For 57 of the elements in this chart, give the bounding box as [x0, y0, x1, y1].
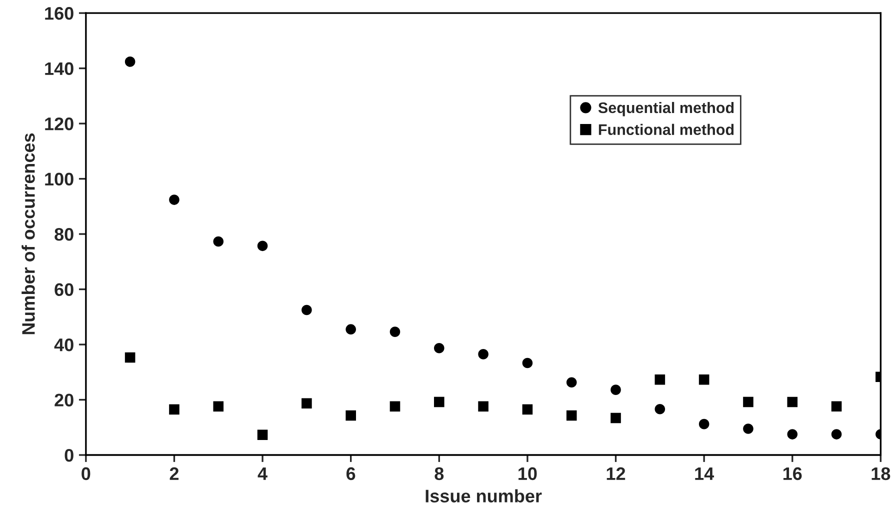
y-axis-title: Number of occurrences: [22, 133, 35, 334]
x-tick-label: 2: [170, 467, 179, 480]
point: [302, 304, 312, 316]
point: [522, 358, 533, 368]
y-tick-label: 0: [64, 448, 74, 462]
point: [346, 324, 356, 334]
point: [610, 384, 621, 395]
x-tick-label: 0: [82, 467, 90, 480]
point: [213, 236, 224, 247]
point: [390, 326, 400, 337]
point: [434, 396, 444, 408]
point: [831, 429, 842, 440]
point: [698, 374, 710, 385]
y-tick-label: 160: [45, 7, 74, 20]
point: [787, 396, 798, 408]
point: [124, 352, 136, 363]
point: [257, 430, 268, 440]
y-tick-label: 100: [45, 172, 74, 186]
point: [654, 374, 666, 385]
point: [787, 429, 798, 440]
y-tick-label: 80: [54, 228, 74, 241]
point: [566, 410, 577, 421]
point: [434, 342, 444, 354]
x-tick-label: 12: [606, 467, 626, 480]
y-tick-label: 60: [54, 283, 74, 296]
point: [257, 240, 268, 252]
point: [522, 404, 533, 415]
point: [346, 410, 356, 421]
x-tick-label: 16: [783, 467, 802, 480]
point: [302, 398, 312, 409]
x-tick-label: 14: [695, 467, 714, 480]
x-axis-title: Issue number: [426, 489, 542, 502]
point: [566, 377, 577, 388]
y-tick-label: 40: [54, 338, 74, 352]
point: [654, 404, 666, 414]
x-tick-label: 4: [258, 467, 268, 480]
legend-label: Sequential method: [598, 102, 734, 116]
x-tick-label: 6: [346, 467, 356, 480]
point: [743, 424, 754, 434]
point: [831, 401, 842, 412]
point: [478, 349, 488, 360]
x-tick-label: 10: [518, 467, 537, 480]
x-tick-label: 18: [872, 467, 890, 480]
point: [743, 396, 754, 408]
point: [169, 194, 180, 205]
point: [213, 401, 224, 412]
point: [610, 412, 621, 424]
legend-label: Functional method: [598, 124, 734, 136]
y-tick-label: 120: [45, 117, 74, 130]
y-tick-label: 20: [54, 394, 74, 406]
x-tick-label: 8: [434, 467, 444, 480]
y-tick-label: 140: [45, 62, 74, 76]
point: [390, 401, 400, 412]
point: [169, 404, 180, 415]
point: [124, 56, 136, 67]
point: [478, 401, 488, 412]
point: [698, 418, 710, 430]
